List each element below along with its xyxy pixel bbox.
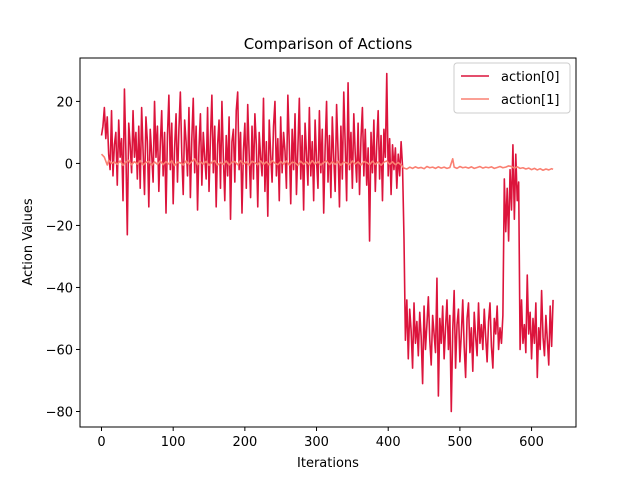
series-layer [100,72,554,413]
legend-label-1: action[1] [501,93,559,108]
x-tick-label: 200 [232,435,257,450]
x-tick-label: 100 [161,435,186,450]
x-tick-label: 400 [376,435,401,450]
x-tick-label: 500 [447,435,472,450]
x-tick-label: 300 [304,435,329,450]
legend-label-0: action[0] [501,70,559,85]
y-tick-label: 20 [56,95,73,110]
axes-layer: 0 100 200 300 400 500 600 −80 −60 −40 −20 0 20 [46,57,577,450]
x-tick-label: 0 [97,435,105,450]
y-tick-label: −40 [46,281,73,296]
chart-title: Comparison of Actions [244,35,413,53]
x-axis-title: Iterations [297,456,359,471]
y-tick-label: −20 [46,219,73,234]
y-tick-label: −60 [46,343,73,358]
y-tick-label: 0 [65,157,73,172]
series-line-0 [100,72,554,413]
legend: action[0] action[1] [453,62,571,114]
plot-frame [79,57,577,428]
x-tick-label: 600 [519,435,544,450]
series-line-1 [100,153,554,172]
y-tick-label: −80 [46,405,73,420]
y-axis-title: Action Values [21,198,36,286]
